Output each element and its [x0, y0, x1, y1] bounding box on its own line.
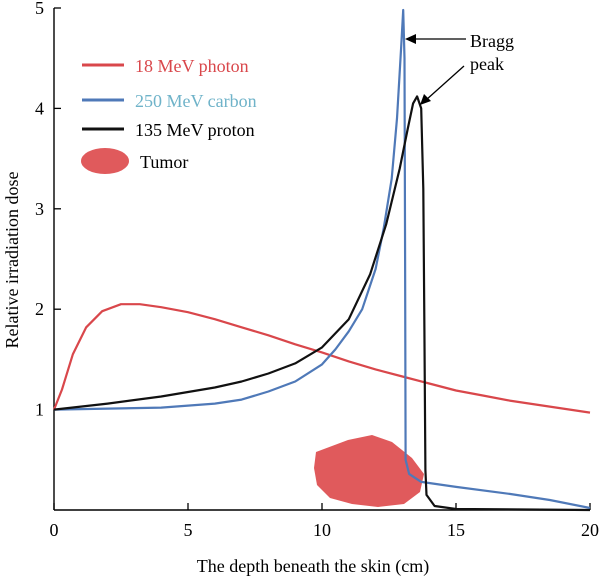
tumor-region: [314, 435, 424, 507]
y-tick-label: 4: [35, 98, 44, 118]
legend: 18 MeV photon 250 MeV carbon 135 MeV pro…: [81, 56, 257, 174]
annotation-text-line2: peak: [470, 54, 504, 74]
x-tick-label: 0: [50, 520, 59, 540]
legend-label-carbon: 250 MeV carbon: [135, 91, 257, 111]
legend-label-photon: 18 MeV photon: [135, 56, 249, 76]
annotation-arrowhead-carbon: [405, 34, 416, 44]
y-tick-label: 5: [35, 0, 44, 18]
x-tick-label: 15: [447, 520, 465, 540]
series-line-proton: [53, 95, 591, 512]
y-tick-label: 3: [35, 199, 44, 219]
legend-label-proton: 135 MeV proton: [135, 120, 255, 140]
legend-swatch-tumor: [81, 148, 129, 174]
x-tick-label: 10: [313, 520, 331, 540]
x-tick-label: 20: [581, 520, 599, 540]
x-tick-label: 5: [184, 520, 193, 540]
series-line-carbon: [53, 8, 591, 510]
y-axis-label: Relative irradiation dose: [2, 172, 22, 349]
annotation-arrow-proton: [425, 65, 465, 101]
bragg-peak-annotation: Bragg peak: [405, 31, 514, 105]
y-tick-label: 1: [35, 400, 44, 420]
y-tick-label: 2: [35, 299, 44, 319]
annotation-text-line1: Bragg: [470, 31, 514, 51]
series-line-photon: [52, 303, 591, 414]
x-axis-label: The depth beneath the skin (cm): [197, 556, 429, 577]
annotation-arrowhead-proton: [420, 94, 431, 105]
legend-label-tumor: Tumor: [140, 152, 188, 172]
